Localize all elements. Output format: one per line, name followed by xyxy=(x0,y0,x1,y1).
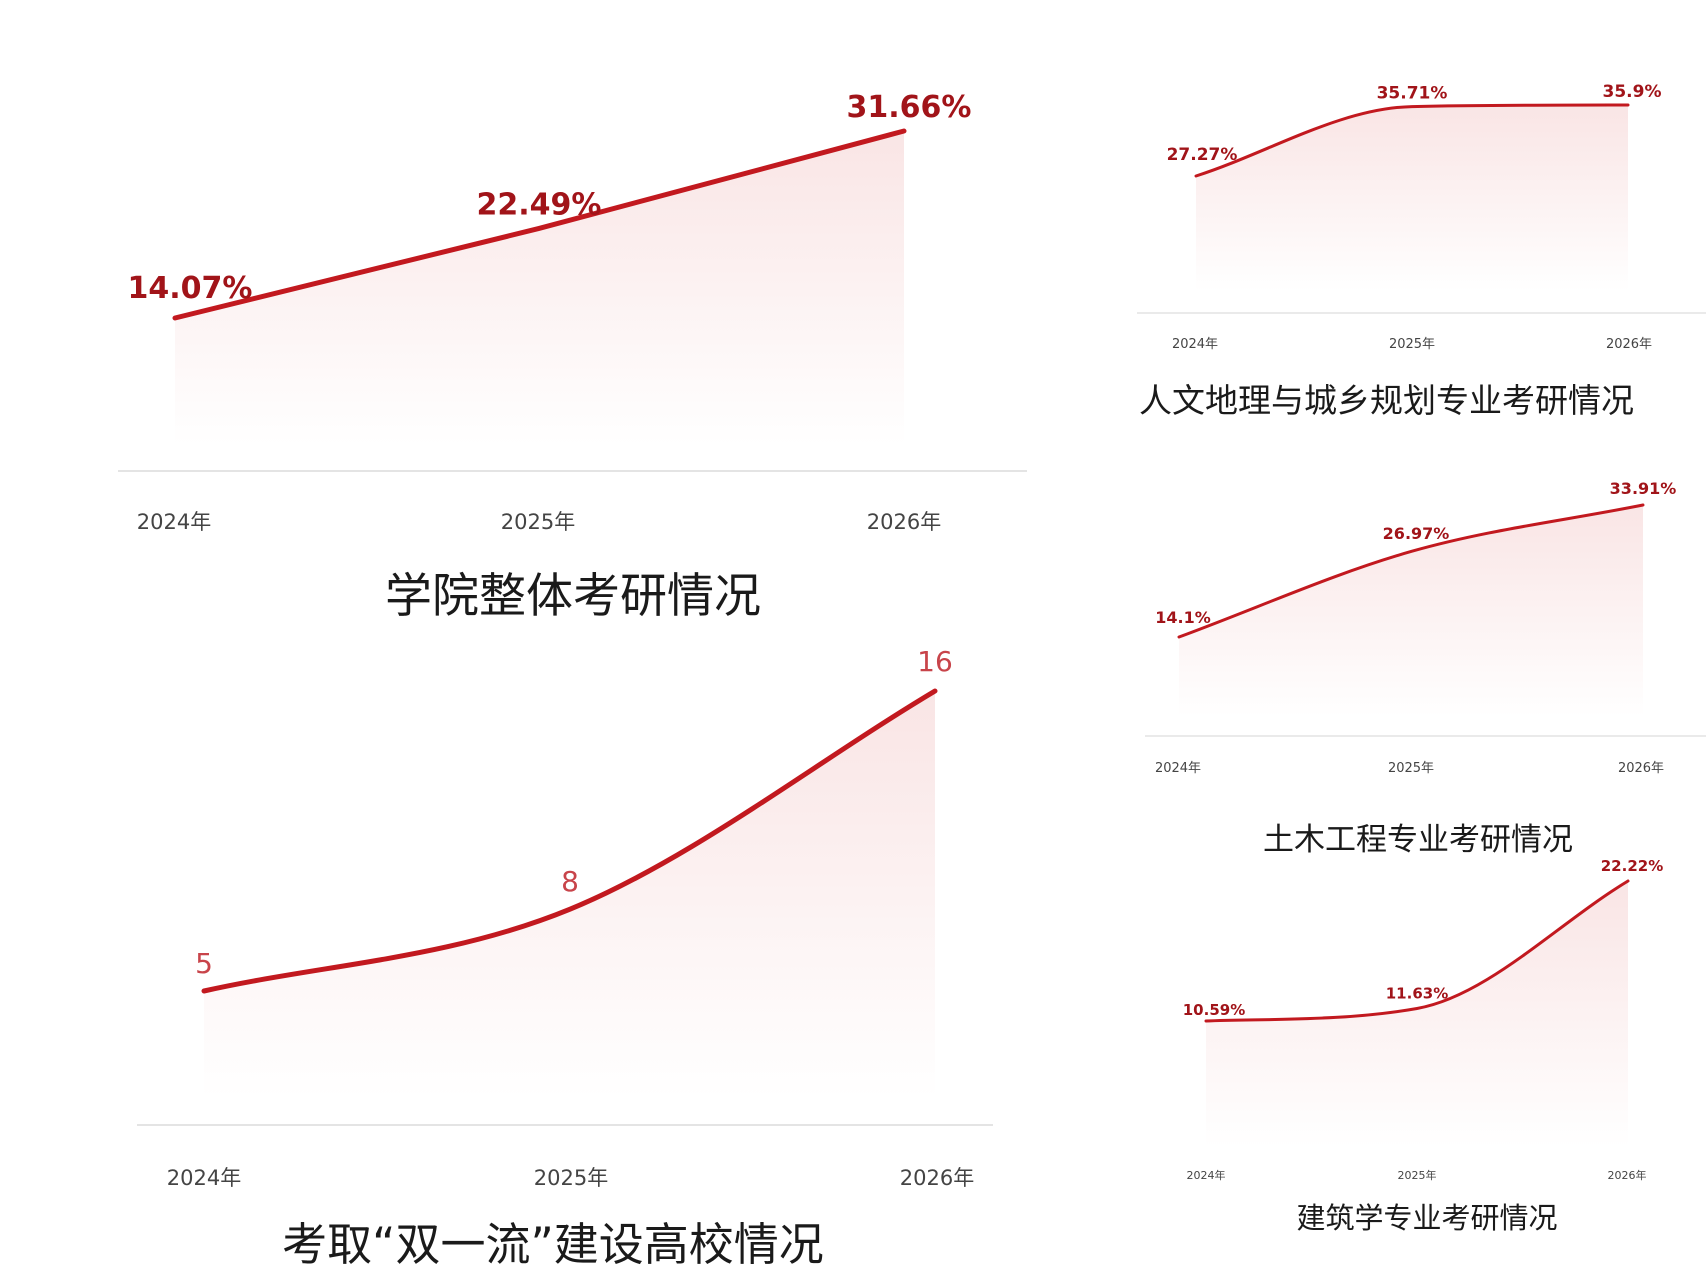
series-line xyxy=(1194,103,1630,178)
area-fill xyxy=(1206,881,1628,1147)
chart-title: 考取“双一流”建设高校情况 xyxy=(282,1218,824,1271)
x-tick-label: 2025年 xyxy=(1389,337,1435,352)
chart-civil-engineering: 14.1% 26.97% 33.91% 2024年 2025年 2026年土木工程专业考研… xyxy=(1145,479,1706,858)
area-fill xyxy=(175,131,904,445)
x-tick-label: 2026年 xyxy=(1608,1168,1647,1182)
x-tick-label: 2025年 xyxy=(1388,761,1434,776)
x-tick-label: 2026年 xyxy=(867,510,941,534)
x-tick-label: 2024年 xyxy=(167,1166,241,1190)
chart-title: 土木工程专业考研情况 xyxy=(1263,822,1573,858)
x-tick-label: 2026年 xyxy=(900,1166,974,1190)
chart-architecture: 10.59% 11.63% 22.22% 2024年 2025年 2026年建筑学专业考研… xyxy=(1183,857,1663,1235)
data-label: 8 xyxy=(561,865,579,898)
x-tick-label: 2025年 xyxy=(1398,1168,1437,1182)
data-label: 14.1% xyxy=(1155,608,1211,627)
x-tick-label: 2025年 xyxy=(534,1166,608,1190)
data-label: 22.22% xyxy=(1601,857,1663,875)
area-fill xyxy=(1196,105,1628,292)
x-tick-label: 2024年 xyxy=(1172,337,1218,352)
series-line xyxy=(201,688,938,994)
series-line xyxy=(1204,879,1630,1023)
x-tick-label: 2024年 xyxy=(137,510,211,534)
x-tick-label: 2024年 xyxy=(1187,1168,1226,1182)
data-label: 33.91% xyxy=(1610,479,1677,498)
x-tick-label: 2025年 xyxy=(501,510,575,534)
data-label: 35.9% xyxy=(1603,82,1662,102)
chart-title: 人文地理与城乡规划专业考研情况 xyxy=(1139,381,1634,420)
chart-overall: 14.07% 22.49% 31.66% 2024年 2025年 2026年学院整体考研情… xyxy=(118,90,1027,624)
data-label: 31.66% xyxy=(847,90,972,125)
x-tick-label: 2026年 xyxy=(1606,337,1652,352)
data-label: 14.07% xyxy=(128,271,253,306)
area-fill xyxy=(1179,505,1643,717)
data-label: 16 xyxy=(917,645,953,678)
data-label: 26.97% xyxy=(1383,524,1450,543)
data-label: 22.49% xyxy=(477,187,602,222)
area-fill xyxy=(204,691,935,1098)
data-label: 5 xyxy=(195,947,213,980)
chart-title: 建筑学专业考研情况 xyxy=(1296,1201,1557,1235)
data-label: 11.63% xyxy=(1386,984,1448,1002)
data-label: 27.27% xyxy=(1167,145,1238,165)
chart-title: 学院整体考研情况 xyxy=(385,569,761,624)
x-tick-label: 2026年 xyxy=(1618,761,1664,776)
data-label: 35.71% xyxy=(1377,84,1448,104)
data-label: 10.59% xyxy=(1183,1001,1245,1019)
x-tick-label: 2024年 xyxy=(1155,761,1201,776)
chart-human-geography: 27.27% 35.71% 35.9% 2024年 2025年 2026年人文地理与城乡规… xyxy=(1137,82,1706,420)
